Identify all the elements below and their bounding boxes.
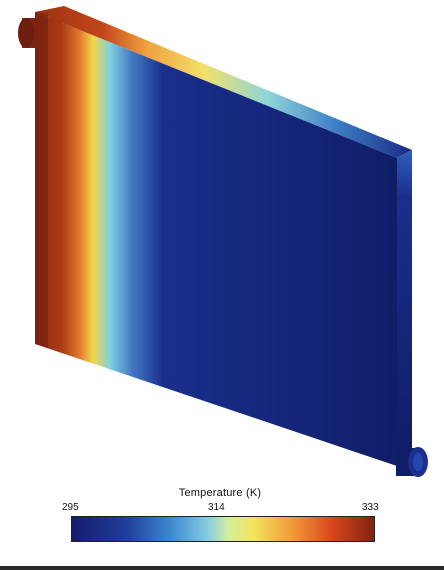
legend-min-label: 295: [62, 502, 79, 513]
left-column-shade: [35, 12, 48, 348]
panel-front-face: [35, 12, 397, 466]
legend-mid-label: 314: [208, 502, 225, 513]
legend-title: Temperature (K): [178, 487, 262, 499]
temperature-colorbar: [71, 516, 375, 542]
panel-side-face: [397, 150, 412, 466]
bottom-border: [0, 566, 444, 570]
outlet-pipe: [396, 447, 428, 477]
legend-max-label: 333: [362, 502, 379, 513]
panel-top-face: [35, 6, 412, 158]
